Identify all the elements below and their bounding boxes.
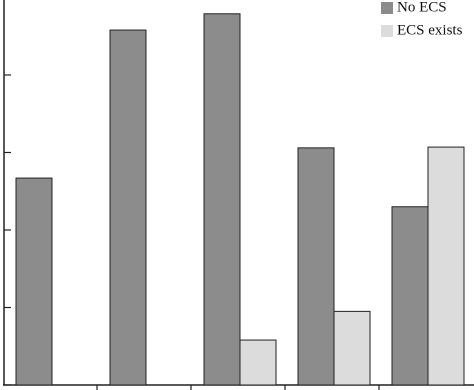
- bar: [239, 339, 277, 386]
- legend-label: No ECS: [397, 0, 447, 15]
- legend-swatch: [381, 2, 393, 14]
- bar: [15, 177, 53, 386]
- bar: [391, 206, 429, 386]
- legend-swatch: [381, 25, 393, 37]
- legend-label: ECS exists: [397, 22, 463, 38]
- bar: [109, 29, 147, 386]
- bar: [333, 310, 371, 386]
- bar: [297, 147, 335, 386]
- bar: [427, 146, 465, 386]
- bar: [203, 13, 241, 386]
